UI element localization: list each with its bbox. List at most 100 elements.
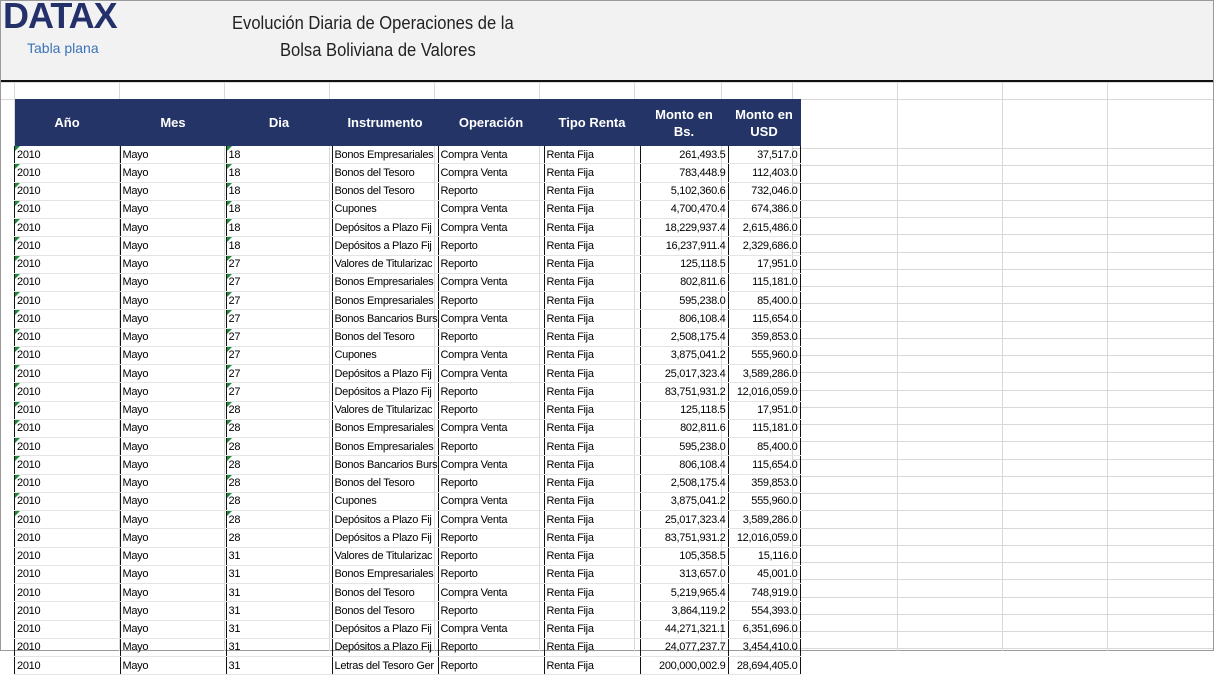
table-cell: 2010 (14, 474, 120, 493)
table-cell: Mayo (119, 583, 226, 603)
table-cell: 2010 (14, 455, 120, 475)
grid-row-line (792, 562, 1213, 563)
table-cell: 28,694,405.0 (727, 656, 801, 675)
table-cell: Compra Venta (437, 455, 544, 475)
text-number-flag (15, 511, 20, 516)
grid-column-line (897, 82, 898, 651)
table-cell: 115,181.0 (727, 419, 801, 439)
grid-row-line (792, 165, 1213, 167)
table-cell: Bonos Empresariales (331, 419, 438, 439)
grid-row-line (792, 199, 1213, 201)
table-cell: 4,700,470.4 (639, 200, 728, 220)
table-row: 2010 Mayo 28 Depósitos a Plazo Fij Reporto Re… (14, 528, 801, 548)
table-cell: 31 (225, 547, 332, 566)
table-cell: Mayo (119, 200, 226, 220)
table-cell: Valores de Titularizac (331, 547, 438, 566)
table-cell: 12,016,059.0 (727, 528, 801, 548)
table-cell: Depósitos a Plazo Fij (331, 620, 438, 639)
table-cell: Renta Fija (543, 328, 640, 347)
title-line: Evolución Diaria de Operaciones de la (232, 13, 514, 33)
table-cell: 28 (225, 528, 332, 548)
table-cell: 125,118.5 (639, 255, 728, 274)
column-header: Dia (226, 99, 333, 146)
grid-row-line (792, 510, 1213, 512)
table-cell: 555,960.0 (727, 492, 801, 512)
table-cell: 125,118.5 (639, 401, 728, 420)
text-number-flag (15, 365, 20, 370)
grid-row-line (792, 631, 1213, 632)
table-row: 2010 Mayo 28 Depósitos a Plazo Fij Compra Ve… (14, 510, 801, 530)
column-header: Monto en Bs. (640, 99, 729, 146)
table-cell: 5,219,965.4 (639, 583, 728, 603)
text-number-flag (15, 456, 20, 462)
text-number-flag (227, 511, 232, 516)
grid-row-line (792, 217, 1213, 218)
table-cell: 2010 (14, 218, 120, 238)
table-cell: 31 (225, 583, 332, 603)
table-cell: 12,016,059.0 (727, 382, 801, 402)
table-row: 2010 Mayo 18 Bonos del Tesoro Reporto Renta F… (14, 182, 801, 201)
table-cell: 83,751,931.2 (639, 382, 728, 402)
text-number-flag (15, 146, 20, 151)
table-row: 2010 Mayo 27 Valores de Titularizac Reporto R… (14, 255, 801, 274)
table-cell: Renta Fija (543, 346, 640, 366)
table-row: 2010 Mayo 28 Valores de Titularizac Reporto R… (14, 401, 801, 420)
table-cell: Renta Fija (543, 638, 640, 658)
table-cell: Mayo (119, 255, 226, 274)
table-cell: 18 (225, 182, 332, 201)
table-cell: Renta Fija (543, 547, 640, 566)
table-cell: Depósitos a Plazo Fij (331, 236, 438, 256)
table-cell: Bonos Empresariales (331, 273, 438, 293)
grid-row-line (792, 303, 1213, 305)
table-cell: 2010 (14, 273, 120, 293)
table-cell: 2010 (14, 346, 120, 366)
table-cell: Renta Fija (543, 656, 640, 675)
table-cell: Bonos del Tesoro (331, 601, 438, 621)
table-cell: Reporto (437, 528, 544, 548)
table-cell: 200,000,002.9 (639, 656, 728, 675)
table-cell: 2010 (14, 163, 120, 183)
table-cell: Mayo (119, 656, 226, 675)
table-cell: Renta Fija (543, 146, 640, 165)
table-cell: 112,403.0 (727, 163, 801, 183)
table-cell: Cupones (331, 492, 438, 512)
table-cell: Renta Fija (543, 273, 640, 293)
grid-row-line (792, 320, 1213, 322)
text-number-flag (227, 146, 232, 151)
table-cell: 2,615,486.0 (727, 218, 801, 238)
table-cell: 44,271,321.1 (639, 620, 728, 639)
table-cell: Reporto (437, 182, 544, 201)
column-header: Tipo Renta (544, 99, 641, 146)
grid-row-line (792, 458, 1213, 460)
grid-row-line (792, 475, 1213, 477)
table-cell: Mayo (119, 528, 226, 548)
table-cell: Renta Fija (543, 401, 640, 420)
table-cell: 27 (225, 309, 332, 329)
table-cell: Mayo (119, 455, 226, 475)
text-number-flag (15, 310, 20, 316)
text-number-flag (15, 492, 20, 498)
table-cell: 2010 (14, 437, 120, 457)
table-cell: Bonos del Tesoro (331, 163, 438, 183)
table-cell: Bonos del Tesoro (331, 328, 438, 347)
table-cell: Bonos del Tesoro (331, 182, 438, 201)
text-number-flag (15, 255, 20, 261)
table-cell: Cupones (331, 346, 438, 366)
table-cell: 28 (225, 401, 332, 420)
table-cell: Renta Fija (543, 163, 640, 183)
table-row: 2010 Mayo 18 Bonos Empresariales Compra Vent… (14, 146, 801, 165)
text-number-flag (227, 346, 232, 352)
data-table: Año Mes Dia Instrumento Operación Tipo Renta M… (14, 99, 801, 675)
table-row: 2010 Mayo 18 Depósitos a Plazo Fij Reporto Re… (14, 236, 801, 256)
table-cell: 18 (225, 146, 332, 165)
table-cell: 2010 (14, 364, 120, 384)
table-cell: 28 (225, 437, 332, 457)
text-number-flag (227, 200, 232, 206)
table-cell: Reporto (437, 236, 544, 256)
table-cell: Renta Fija (543, 492, 640, 512)
table-cell: Compra Venta (437, 419, 544, 439)
text-number-flag (15, 401, 20, 407)
table-row: 2010 Mayo 18 Cupones Compra Venta Renta Fija 4… (14, 200, 801, 220)
table-cell: Valores de Titularizac (331, 401, 438, 420)
table-row: 2010 Mayo 28 Cupones Compra Venta Renta Fija 3… (14, 492, 801, 512)
